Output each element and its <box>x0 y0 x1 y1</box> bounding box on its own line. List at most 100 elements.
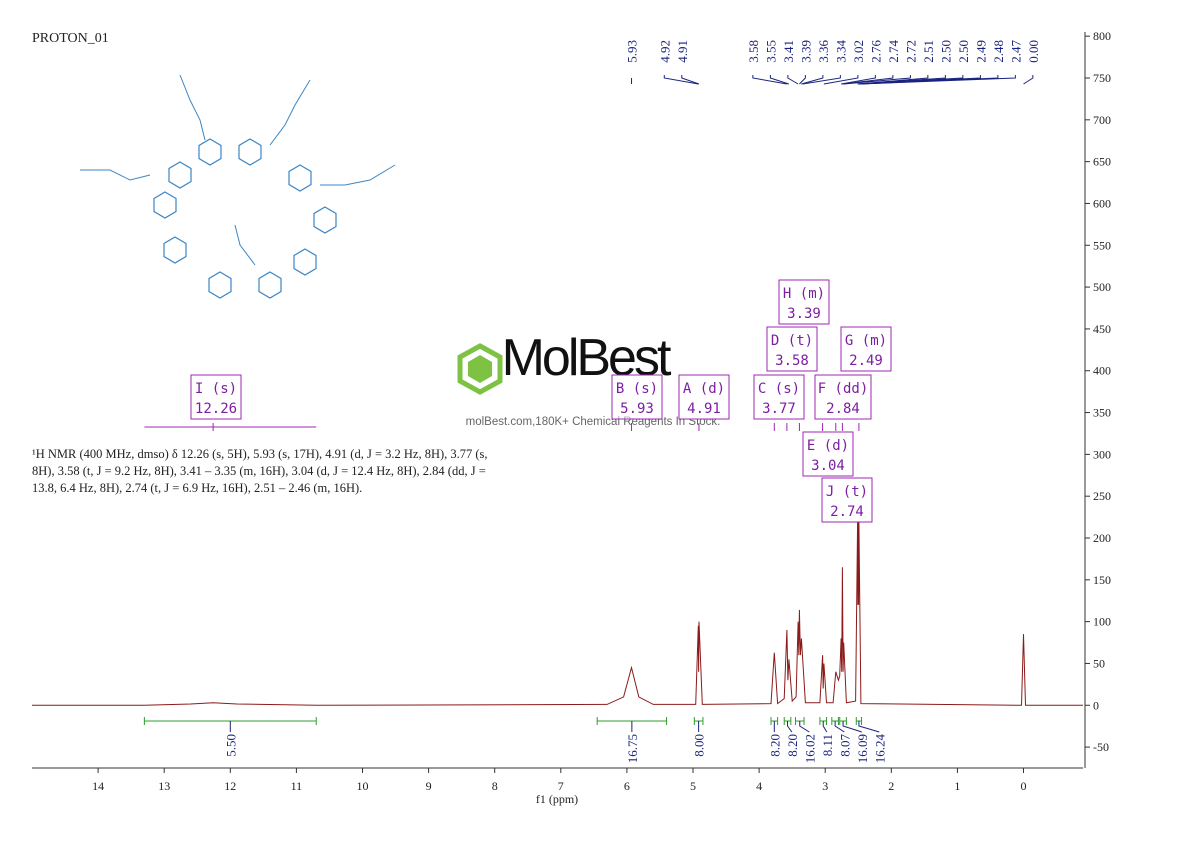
y-tick-label: 600 <box>1093 196 1111 210</box>
peak-label: 2.50 <box>956 40 971 63</box>
integral-label: 8.07 <box>837 734 852 757</box>
molecule-drawing <box>80 74 396 299</box>
x-tick-label: 10 <box>357 779 369 793</box>
x-tick-label: 11 <box>291 779 303 793</box>
x-tick-label: 12 <box>224 779 236 793</box>
peak-label: 3.02 <box>851 40 866 63</box>
x-tick-label: 3 <box>822 779 828 793</box>
y-tick-label: 50 <box>1093 656 1105 670</box>
multiplet-shift: 3.58 <box>775 353 809 369</box>
integral-label: 5.50 <box>223 734 238 757</box>
y-tick-label: 650 <box>1093 155 1111 169</box>
peak-label: 3.55 <box>763 40 778 63</box>
peak-label: 3.34 <box>833 40 848 63</box>
y-tick-label: 150 <box>1093 573 1111 587</box>
integral-label: 16.75 <box>625 734 640 763</box>
peak-leader <box>823 75 859 85</box>
peak-leader <box>840 75 876 85</box>
peak-label: 3.36 <box>816 40 831 63</box>
peak-label: 2.74 <box>886 40 901 63</box>
peak-leader <box>752 75 787 85</box>
integral-leader <box>834 721 845 733</box>
y-tick-label: 400 <box>1093 364 1111 378</box>
peak-label: 5.93 <box>625 40 640 63</box>
peak-leader <box>681 75 700 85</box>
peak-label: 2.49 <box>973 40 988 63</box>
y-tick-label: 0 <box>1093 698 1099 712</box>
chart-title: PROTON_01 <box>32 31 109 46</box>
multiplet-name: B (s) <box>616 381 658 397</box>
description-line: 8H), 3.58 (t, J = 9.2 Hz, 8H), 3.41 – 3.… <box>32 464 486 478</box>
y-tick-label: 200 <box>1093 531 1111 545</box>
multiplet-shift: 2.49 <box>849 353 883 369</box>
multiplet-name: J (t) <box>826 484 868 500</box>
y-tick-label: 700 <box>1093 113 1111 127</box>
integral-label: 8.20 <box>785 734 800 757</box>
integral-leader <box>822 721 828 733</box>
integral-label: 8.20 <box>767 734 782 757</box>
multiplet-box <box>611 374 663 420</box>
x-tick-label: 7 <box>558 779 564 793</box>
integral-label: 16.24 <box>872 734 887 764</box>
multiplet-name: H (m) <box>783 286 825 302</box>
multiplet-name: F (dd) <box>818 381 869 397</box>
multiplet-shift: 3.04 <box>811 458 845 474</box>
integral-leader <box>858 721 880 733</box>
peak-leader <box>802 75 841 85</box>
peak-label: 4.91 <box>675 40 690 63</box>
x-tick-label: 0 <box>1021 779 1027 793</box>
multiplet-shift: 5.93 <box>620 401 654 417</box>
integral-label: 16.02 <box>802 734 817 763</box>
multiplet-shift: 2.74 <box>830 504 864 520</box>
x-tick-label: 4 <box>756 779 762 793</box>
multiplet-box <box>778 279 830 325</box>
multiplet-name: I (s) <box>195 381 237 397</box>
peak-label: 0.00 <box>1026 40 1041 63</box>
integral-label: 16.09 <box>855 734 870 763</box>
peak-label: 3.58 <box>746 40 761 63</box>
x-tick-label: 9 <box>426 779 432 793</box>
y-tick-label: 750 <box>1093 71 1111 85</box>
multiplet-box <box>678 374 730 420</box>
multiplet-shift: 4.91 <box>687 401 721 417</box>
multiplet-shift: 3.39 <box>787 306 821 322</box>
integral-leader <box>787 721 793 733</box>
y-tick-label: 500 <box>1093 280 1111 294</box>
peak-label: 2.76 <box>868 40 883 63</box>
peak-leader <box>799 75 806 85</box>
y-tick-label: -50 <box>1093 740 1109 754</box>
multiplet-box <box>753 374 805 420</box>
x-tick-label: 6 <box>624 779 630 793</box>
peak-label: 3.41 <box>781 40 796 63</box>
multiplet-box <box>766 326 818 372</box>
description-line: 13.8, 6.4 Hz, 8H), 2.74 (t, J = 6.9 Hz, … <box>32 481 362 495</box>
x-tick-label: 2 <box>888 779 894 793</box>
y-tick-label: 800 <box>1093 29 1111 43</box>
multiplet-box <box>814 374 872 420</box>
y-tick-label: 250 <box>1093 489 1111 503</box>
integral-leader <box>799 721 810 733</box>
integral-label: 8.00 <box>692 734 707 757</box>
spectrum-line <box>32 489 1083 706</box>
multiplet-box <box>190 374 242 420</box>
peak-label: 2.48 <box>991 40 1006 63</box>
integral-leader <box>842 721 862 733</box>
peak-leader <box>843 75 911 85</box>
y-tick-label: 350 <box>1093 406 1111 420</box>
peak-label: 2.72 <box>903 40 918 63</box>
peak-label: 2.47 <box>1008 40 1023 63</box>
x-tick-label: 14 <box>92 779 104 793</box>
peak-label: 2.50 <box>938 40 953 63</box>
multiplet-box <box>802 431 854 477</box>
x-tick-label: 8 <box>492 779 498 793</box>
multiplet-name: E (d) <box>807 438 849 454</box>
multiplet-name: A (d) <box>683 381 725 397</box>
multiplet-box <box>821 477 873 523</box>
y-tick-label: 450 <box>1093 322 1111 336</box>
description-line: ¹H NMR (400 MHz, dmso) δ 12.26 (s, 5H), … <box>32 447 488 461</box>
multiplet-box <box>840 326 892 372</box>
y-tick-label: 550 <box>1093 238 1111 252</box>
multiplet-name: G (m) <box>845 333 887 349</box>
peak-label: 3.39 <box>798 40 813 63</box>
